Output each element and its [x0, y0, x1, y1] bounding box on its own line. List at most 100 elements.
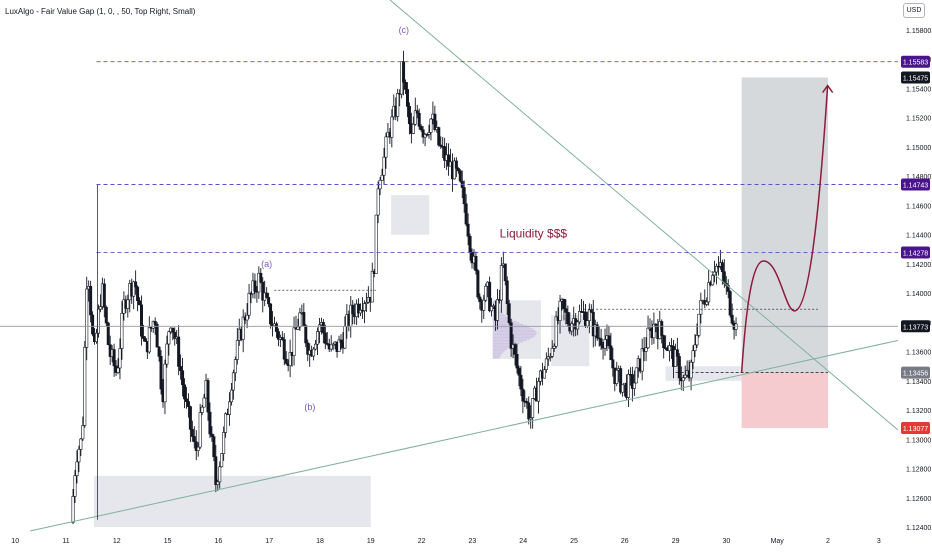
candle-body [312, 348, 316, 357]
fvg-box [391, 195, 430, 235]
drawings-front: (c) (a) (b) Liquidity $$$ [0, 0, 901, 532]
candle-body [552, 345, 556, 349]
time-tick-label: 26 [621, 538, 629, 545]
price-axis: 1.158001.156001.154001.152001.150001.148… [898, 0, 932, 550]
volume-profile-bar [492, 304, 500, 307]
candle-body [143, 338, 147, 342]
candle-body [615, 369, 619, 384]
volume-profile-bar [492, 317, 510, 320]
price-tick-label: 1.12800 [906, 467, 931, 474]
candle-body [304, 325, 308, 344]
candle-body [83, 347, 87, 426]
candle-body [190, 429, 194, 437]
volume-profile-bar [492, 323, 524, 326]
candle-body [562, 299, 566, 310]
candle-body [253, 280, 257, 292]
candle-body [102, 283, 106, 308]
candle-body [474, 255, 478, 272]
candle-body [619, 368, 623, 393]
volume-profile-bar [492, 341, 524, 343]
descending-trendline [389, 0, 899, 431]
candle-body [118, 348, 122, 369]
candle-body [531, 398, 535, 419]
candle-body [382, 156, 386, 176]
candle-body [202, 397, 206, 408]
price-tick-label: 1.15400 [906, 86, 931, 93]
candle-body [357, 303, 361, 314]
candle-body [302, 312, 306, 326]
candle-body [138, 300, 142, 306]
price-tick-label: 1.15200 [906, 116, 931, 123]
price-tick-label: 1.13000 [906, 437, 931, 444]
time-tick-label: 10 [11, 538, 19, 545]
candle-body [214, 456, 218, 485]
drawings-back [93, 77, 828, 527]
candle-body [646, 327, 650, 349]
position-target-zone [741, 77, 828, 373]
indicator-label[interactable]: LuxAlgo - Fair Value Gap (1, 0, , 50, To… [5, 7, 196, 16]
candle-body [464, 203, 468, 225]
price-tick-label: 1.15000 [906, 145, 931, 152]
candle-body [640, 348, 644, 372]
candle-body [423, 133, 427, 138]
volume-profile-bar [492, 332, 537, 334]
candle-body [626, 373, 630, 398]
candle-body [595, 324, 599, 339]
candle-body [241, 316, 245, 340]
candle-body [233, 359, 237, 374]
candle-body [261, 281, 265, 301]
candle-body [235, 340, 239, 360]
volume-profile-bar [492, 329, 535, 331]
candle-body [456, 168, 460, 172]
candle-body [390, 116, 394, 138]
candle-body [316, 331, 320, 345]
candle-body [413, 110, 417, 125]
candle-body [200, 406, 204, 413]
candle-body [689, 361, 693, 379]
candle-body [224, 413, 228, 433]
candle-body [183, 384, 187, 400]
candle-body [439, 144, 443, 147]
candle-body [267, 297, 271, 305]
candle-body [427, 132, 431, 135]
projection-curve [740, 85, 829, 373]
price-tag [901, 366, 930, 379]
candle-body [609, 345, 613, 361]
candle-body [210, 433, 214, 437]
candle-body [218, 466, 222, 483]
time-tick-label: 3 [877, 538, 881, 545]
candle-body [599, 338, 603, 346]
candle-body [405, 89, 409, 107]
annotation-label: Liquidity $$$ [500, 227, 568, 241]
volume-profile-bar [492, 351, 504, 353]
candle-body [136, 286, 140, 302]
time-tick-label: 30 [723, 538, 731, 545]
price-tag-label: 1.13077 [903, 426, 928, 433]
candle-body [329, 343, 333, 350]
candle-body [194, 441, 198, 451]
candle-body [163, 363, 167, 403]
candle-body [652, 323, 656, 339]
candle-body [89, 286, 93, 316]
price-tick-label: 1.12600 [906, 496, 931, 503]
volume-profile-bar [492, 322, 520, 324]
candle-body [726, 285, 730, 292]
candle-body [257, 272, 261, 293]
candle-body [570, 323, 574, 332]
candle-body [668, 345, 672, 352]
candle-body [720, 262, 724, 272]
price-tag-label: 1.14278 [903, 250, 928, 257]
candle-body [495, 299, 499, 321]
candle-body [343, 326, 347, 349]
candle-body [711, 275, 715, 286]
candle-body [558, 300, 562, 321]
candle-body [282, 339, 286, 360]
time-tick-label: May [771, 538, 785, 545]
ascending-trendline [29, 339, 901, 532]
candle-body [167, 331, 171, 345]
currency-selector[interactable]: USD [903, 3, 925, 18]
volume-profile-bar [492, 316, 508, 318]
candle-body [564, 308, 568, 313]
